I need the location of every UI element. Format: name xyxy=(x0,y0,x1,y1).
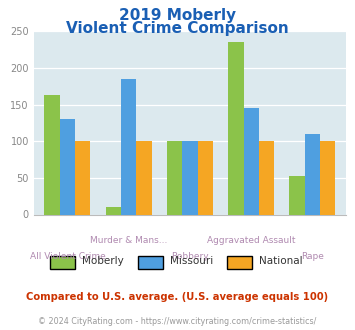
Bar xyxy=(289,176,305,214)
Bar xyxy=(244,108,259,214)
Text: 2019 Moberly: 2019 Moberly xyxy=(119,8,236,23)
Text: National: National xyxy=(259,256,303,266)
Bar xyxy=(320,141,335,214)
Bar xyxy=(305,134,320,214)
Bar xyxy=(106,207,121,215)
Text: Moberly: Moberly xyxy=(82,256,124,266)
Text: © 2024 CityRating.com - https://www.cityrating.com/crime-statistics/: © 2024 CityRating.com - https://www.city… xyxy=(38,317,317,326)
Text: Murder & Mans...: Murder & Mans... xyxy=(90,236,167,245)
Bar xyxy=(198,141,213,214)
Text: Robbery: Robbery xyxy=(171,252,209,261)
Text: Rape: Rape xyxy=(301,252,324,261)
Text: Violent Crime Comparison: Violent Crime Comparison xyxy=(66,21,289,36)
Text: Aggravated Assault: Aggravated Assault xyxy=(207,236,295,245)
Bar xyxy=(167,141,182,214)
Bar xyxy=(136,141,152,214)
Bar xyxy=(60,119,75,214)
Bar xyxy=(182,141,198,214)
Bar xyxy=(44,95,60,214)
Text: All Violent Crime: All Violent Crime xyxy=(29,252,105,261)
Bar xyxy=(75,141,91,214)
Bar xyxy=(259,141,274,214)
Text: Compared to U.S. average. (U.S. average equals 100): Compared to U.S. average. (U.S. average … xyxy=(26,292,329,302)
Bar xyxy=(228,42,244,215)
Text: Missouri: Missouri xyxy=(170,256,214,266)
Bar xyxy=(121,79,136,214)
